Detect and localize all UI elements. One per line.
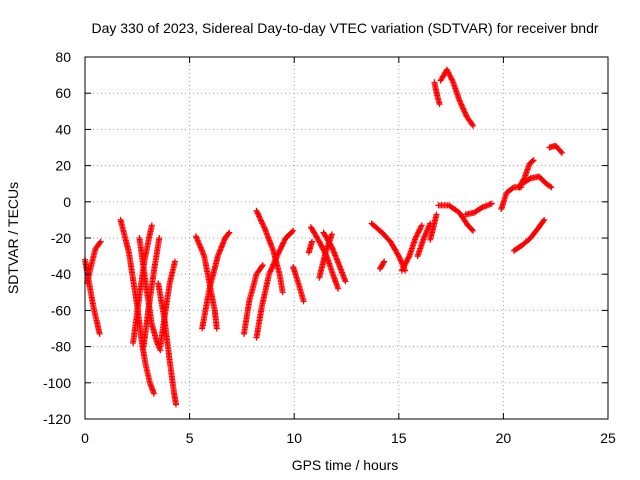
data-point bbox=[509, 185, 516, 192]
chart-title: Day 330 of 2023, Sidereal Day-to-day VTE… bbox=[91, 20, 598, 36]
data-point bbox=[470, 227, 477, 234]
data-arc-14 bbox=[290, 264, 307, 305]
data-point bbox=[267, 267, 274, 273]
data-point bbox=[342, 278, 349, 285]
data-point bbox=[156, 235, 163, 241]
data-arc-23 bbox=[427, 211, 440, 243]
data-arc-21 bbox=[398, 222, 425, 274]
y-tick-label: 60 bbox=[55, 85, 71, 101]
x-tick-label: 15 bbox=[391, 430, 407, 446]
x-tick-label: 10 bbox=[286, 430, 302, 446]
data-point bbox=[258, 263, 265, 270]
data-arc-32 bbox=[546, 142, 565, 156]
data-point bbox=[328, 231, 335, 238]
data-arc-10 bbox=[199, 229, 233, 332]
data-arc-26 bbox=[435, 202, 477, 234]
data-point bbox=[461, 108, 468, 115]
y-tick-label: 0 bbox=[63, 194, 71, 210]
data-arc-2 bbox=[84, 238, 104, 287]
data-point bbox=[316, 238, 323, 245]
data-point bbox=[300, 298, 307, 305]
data-point bbox=[289, 228, 296, 235]
data-arc-25 bbox=[437, 66, 477, 129]
data-point bbox=[309, 238, 315, 245]
data-point bbox=[151, 390, 157, 397]
y-tick-label: 80 bbox=[55, 49, 71, 65]
x-tick-label: 5 bbox=[186, 430, 194, 446]
data-arc-29 bbox=[510, 216, 548, 254]
data-arc-20 bbox=[377, 258, 388, 272]
data-point bbox=[96, 239, 103, 246]
data-point bbox=[433, 211, 440, 218]
data-point bbox=[335, 285, 342, 292]
data-arc-7 bbox=[155, 280, 179, 408]
data-point bbox=[557, 148, 564, 155]
data-point bbox=[470, 122, 477, 129]
y-tick-label: 20 bbox=[55, 158, 71, 174]
x-tick-label: 0 bbox=[81, 430, 89, 446]
data-point bbox=[381, 258, 388, 265]
data-point bbox=[225, 230, 232, 237]
data-point bbox=[529, 158, 536, 165]
data-point bbox=[540, 218, 547, 225]
data-arc-15 bbox=[305, 238, 315, 256]
data-arc-27 bbox=[462, 200, 495, 218]
data-point bbox=[226, 229, 233, 236]
data-point bbox=[547, 183, 554, 190]
data-point bbox=[279, 289, 286, 296]
data-arc-31 bbox=[519, 173, 555, 191]
data-point bbox=[253, 207, 260, 214]
y-tick-label: -40 bbox=[51, 266, 71, 282]
data-arc-22 bbox=[414, 220, 434, 260]
y-tick-label: -80 bbox=[51, 339, 71, 355]
x-axis-label: GPS time / hours bbox=[292, 457, 399, 473]
data-point bbox=[213, 325, 220, 332]
y-tick-label: -20 bbox=[51, 230, 71, 246]
grid bbox=[85, 57, 608, 419]
data-point bbox=[488, 200, 495, 207]
data-arc-13 bbox=[253, 227, 297, 341]
y-tick-label: -60 bbox=[51, 302, 71, 318]
data-point bbox=[469, 121, 476, 128]
data-series-sdtvar bbox=[82, 66, 565, 408]
data-arc-30 bbox=[516, 157, 537, 191]
data-point bbox=[380, 259, 387, 266]
x-tick-label: 25 bbox=[600, 430, 616, 446]
data-arc-18 bbox=[320, 229, 349, 285]
data-point bbox=[172, 258, 178, 265]
y-tick-label: -120 bbox=[43, 411, 71, 427]
data-arc-24 bbox=[431, 79, 443, 108]
data-point bbox=[290, 227, 297, 234]
y-tick-label: -100 bbox=[43, 375, 71, 391]
data-arc-11 bbox=[241, 262, 266, 337]
data-point bbox=[436, 101, 443, 108]
data-arc-8 bbox=[157, 258, 178, 350]
data-arc-5 bbox=[136, 235, 164, 354]
data-point bbox=[548, 184, 555, 191]
data-point bbox=[405, 254, 412, 261]
data-point bbox=[541, 216, 548, 223]
data-point bbox=[559, 149, 565, 156]
y-axis-label: SDTVAR / TECUs bbox=[5, 182, 21, 294]
data-point bbox=[530, 157, 537, 164]
data-arc-6 bbox=[140, 235, 163, 350]
axis-ticks: 0 5 10 15 20 25 -120 -100 -80 -60 -40 -20 0 20 40 60 80 bbox=[43, 49, 616, 446]
data-point bbox=[418, 222, 425, 229]
data-point bbox=[469, 226, 475, 233]
data-point bbox=[148, 222, 155, 229]
data-point bbox=[173, 401, 179, 408]
y-tick-label: 40 bbox=[55, 121, 71, 137]
data-point bbox=[97, 238, 104, 245]
data-point bbox=[96, 330, 103, 337]
x-tick-label: 20 bbox=[496, 430, 512, 446]
data-point bbox=[259, 262, 266, 269]
